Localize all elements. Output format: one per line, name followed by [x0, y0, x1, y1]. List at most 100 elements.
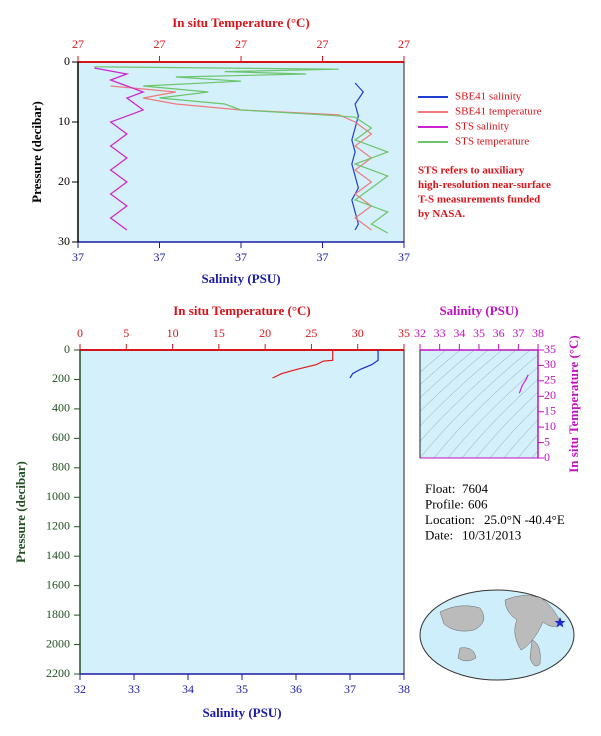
y-tick-label: 1600: [46, 577, 70, 591]
world-map: [419, 589, 575, 681]
x-tick-label: 37: [154, 250, 166, 264]
x-tick-label: 36: [290, 682, 302, 696]
y-tick-label: 2000: [46, 636, 70, 650]
info-value: 7604: [462, 481, 489, 496]
x2-tick-label: 10: [167, 326, 179, 340]
y-tick-label: 0: [64, 54, 70, 68]
x-tick-label: 32: [414, 326, 426, 340]
x-tick-label: 38: [398, 682, 410, 696]
annotation: STS refers to auxiliary: [418, 165, 525, 177]
x2-tick-label: 25: [305, 326, 317, 340]
x-tick-label: 34: [182, 682, 194, 696]
density-contour: [420, 350, 517, 442]
info-value: 606: [468, 496, 488, 511]
y-tick-label: 600: [52, 430, 70, 444]
x-tick-label: 35: [236, 682, 248, 696]
info-value: 25.0°N -40.4°E: [484, 512, 565, 527]
x-tick-label: 37: [398, 250, 410, 264]
x2-tick-label: 15: [213, 326, 225, 340]
y-tick-label: 15: [544, 403, 556, 417]
x2-tick-label: 27: [235, 37, 247, 51]
legend-label: STS temperature: [455, 136, 529, 148]
x-tick-label: 32: [74, 682, 86, 696]
annotation: T-S measurements funded: [418, 194, 540, 206]
y-axis-label: Pressure (decibar): [13, 461, 28, 563]
annotation: by NASA.: [418, 208, 465, 220]
legend-label: SBE41 salinity: [455, 91, 522, 103]
y-tick-label: 2200: [46, 666, 70, 680]
density-contour: [420, 350, 531, 458]
info-label: Float:: [425, 481, 455, 496]
x-tick-label: 37: [317, 250, 329, 264]
y-tick-label: 30: [544, 357, 556, 371]
y-tick-label: 20: [544, 388, 556, 402]
profile-line: [518, 374, 529, 394]
density-contour: [475, 391, 538, 458]
x-tick-label: 37: [235, 250, 247, 264]
legend-label: STS salinity: [455, 121, 510, 133]
density-contour: [503, 419, 538, 458]
y-tick-label: 800: [52, 460, 70, 474]
y-axis-label: Pressure (decibar): [29, 101, 44, 203]
density-contour: [517, 434, 538, 458]
y-tick-label: 25: [544, 373, 556, 387]
profile-line: [351, 82, 365, 231]
x2-tick-label: 27: [154, 37, 166, 51]
x2-axis-label: In situ Temperature (°C): [173, 303, 311, 318]
x2-tick-label: 35: [398, 326, 410, 340]
density-contour: [420, 350, 461, 386]
y-tick-label: 35: [544, 342, 556, 356]
y-tick-label: 5: [544, 434, 550, 448]
y-tick-label: 1000: [46, 489, 70, 503]
x-axis-label: Salinity (PSU): [439, 303, 518, 318]
annotation: high-resolution near-surface: [418, 179, 551, 191]
x-axis-label: Salinity (PSU): [202, 705, 281, 720]
density-contour: [420, 350, 503, 427]
density-contour: [461, 378, 538, 458]
info-label: Profile:: [425, 496, 464, 511]
x2-tick-label: 27: [398, 37, 410, 51]
y-tick-label: 10: [58, 114, 70, 128]
profile-line: [110, 85, 373, 231]
x2-axis-label: In situ Temperature (°C): [172, 15, 310, 30]
density-contour: [420, 350, 489, 412]
x-tick-label: 34: [453, 326, 465, 340]
info-label: Location:: [425, 512, 475, 527]
y-tick-label: 20: [58, 174, 70, 188]
info-label: Date:: [425, 527, 453, 542]
x2-tick-label: 5: [123, 326, 129, 340]
x2-tick-label: 27: [317, 37, 329, 51]
x2-tick-label: 20: [259, 326, 271, 340]
profile-line: [94, 66, 390, 234]
profile-line: [94, 67, 145, 231]
y-tick-label: 1800: [46, 607, 70, 621]
density-contour: [420, 350, 475, 399]
x-tick-label: 38: [532, 326, 544, 340]
legend-label: SBE41 temperature: [455, 106, 542, 118]
x2-tick-label: 30: [352, 326, 364, 340]
info-value: 10/31/2013: [462, 527, 521, 542]
profile-line: [272, 350, 334, 379]
y-tick-label: 0: [64, 342, 70, 356]
plot-area: [420, 350, 538, 458]
y-tick-label: 0: [544, 450, 550, 464]
plot-area: [78, 62, 404, 242]
y-tick-label: 10: [544, 419, 556, 433]
y-tick-label: 1400: [46, 548, 70, 562]
density-contour: [433, 354, 538, 458]
x-tick-label: 37: [512, 326, 524, 340]
y-axis-label: In situ Temperature (°C): [566, 335, 581, 473]
y-tick-label: 30: [58, 234, 70, 248]
y-tick-label: 400: [52, 401, 70, 415]
x-axis-label: Salinity (PSU): [201, 271, 280, 286]
x-tick-label: 33: [434, 326, 446, 340]
x-tick-label: 36: [493, 326, 505, 340]
x-tick-label: 35: [473, 326, 485, 340]
x-tick-label: 37: [72, 250, 84, 264]
x2-tick-label: 0: [77, 326, 83, 340]
profile-line: [349, 350, 379, 379]
y-tick-label: 200: [52, 371, 70, 385]
density-contour: [420, 350, 447, 373]
x-tick-label: 33: [128, 682, 140, 696]
